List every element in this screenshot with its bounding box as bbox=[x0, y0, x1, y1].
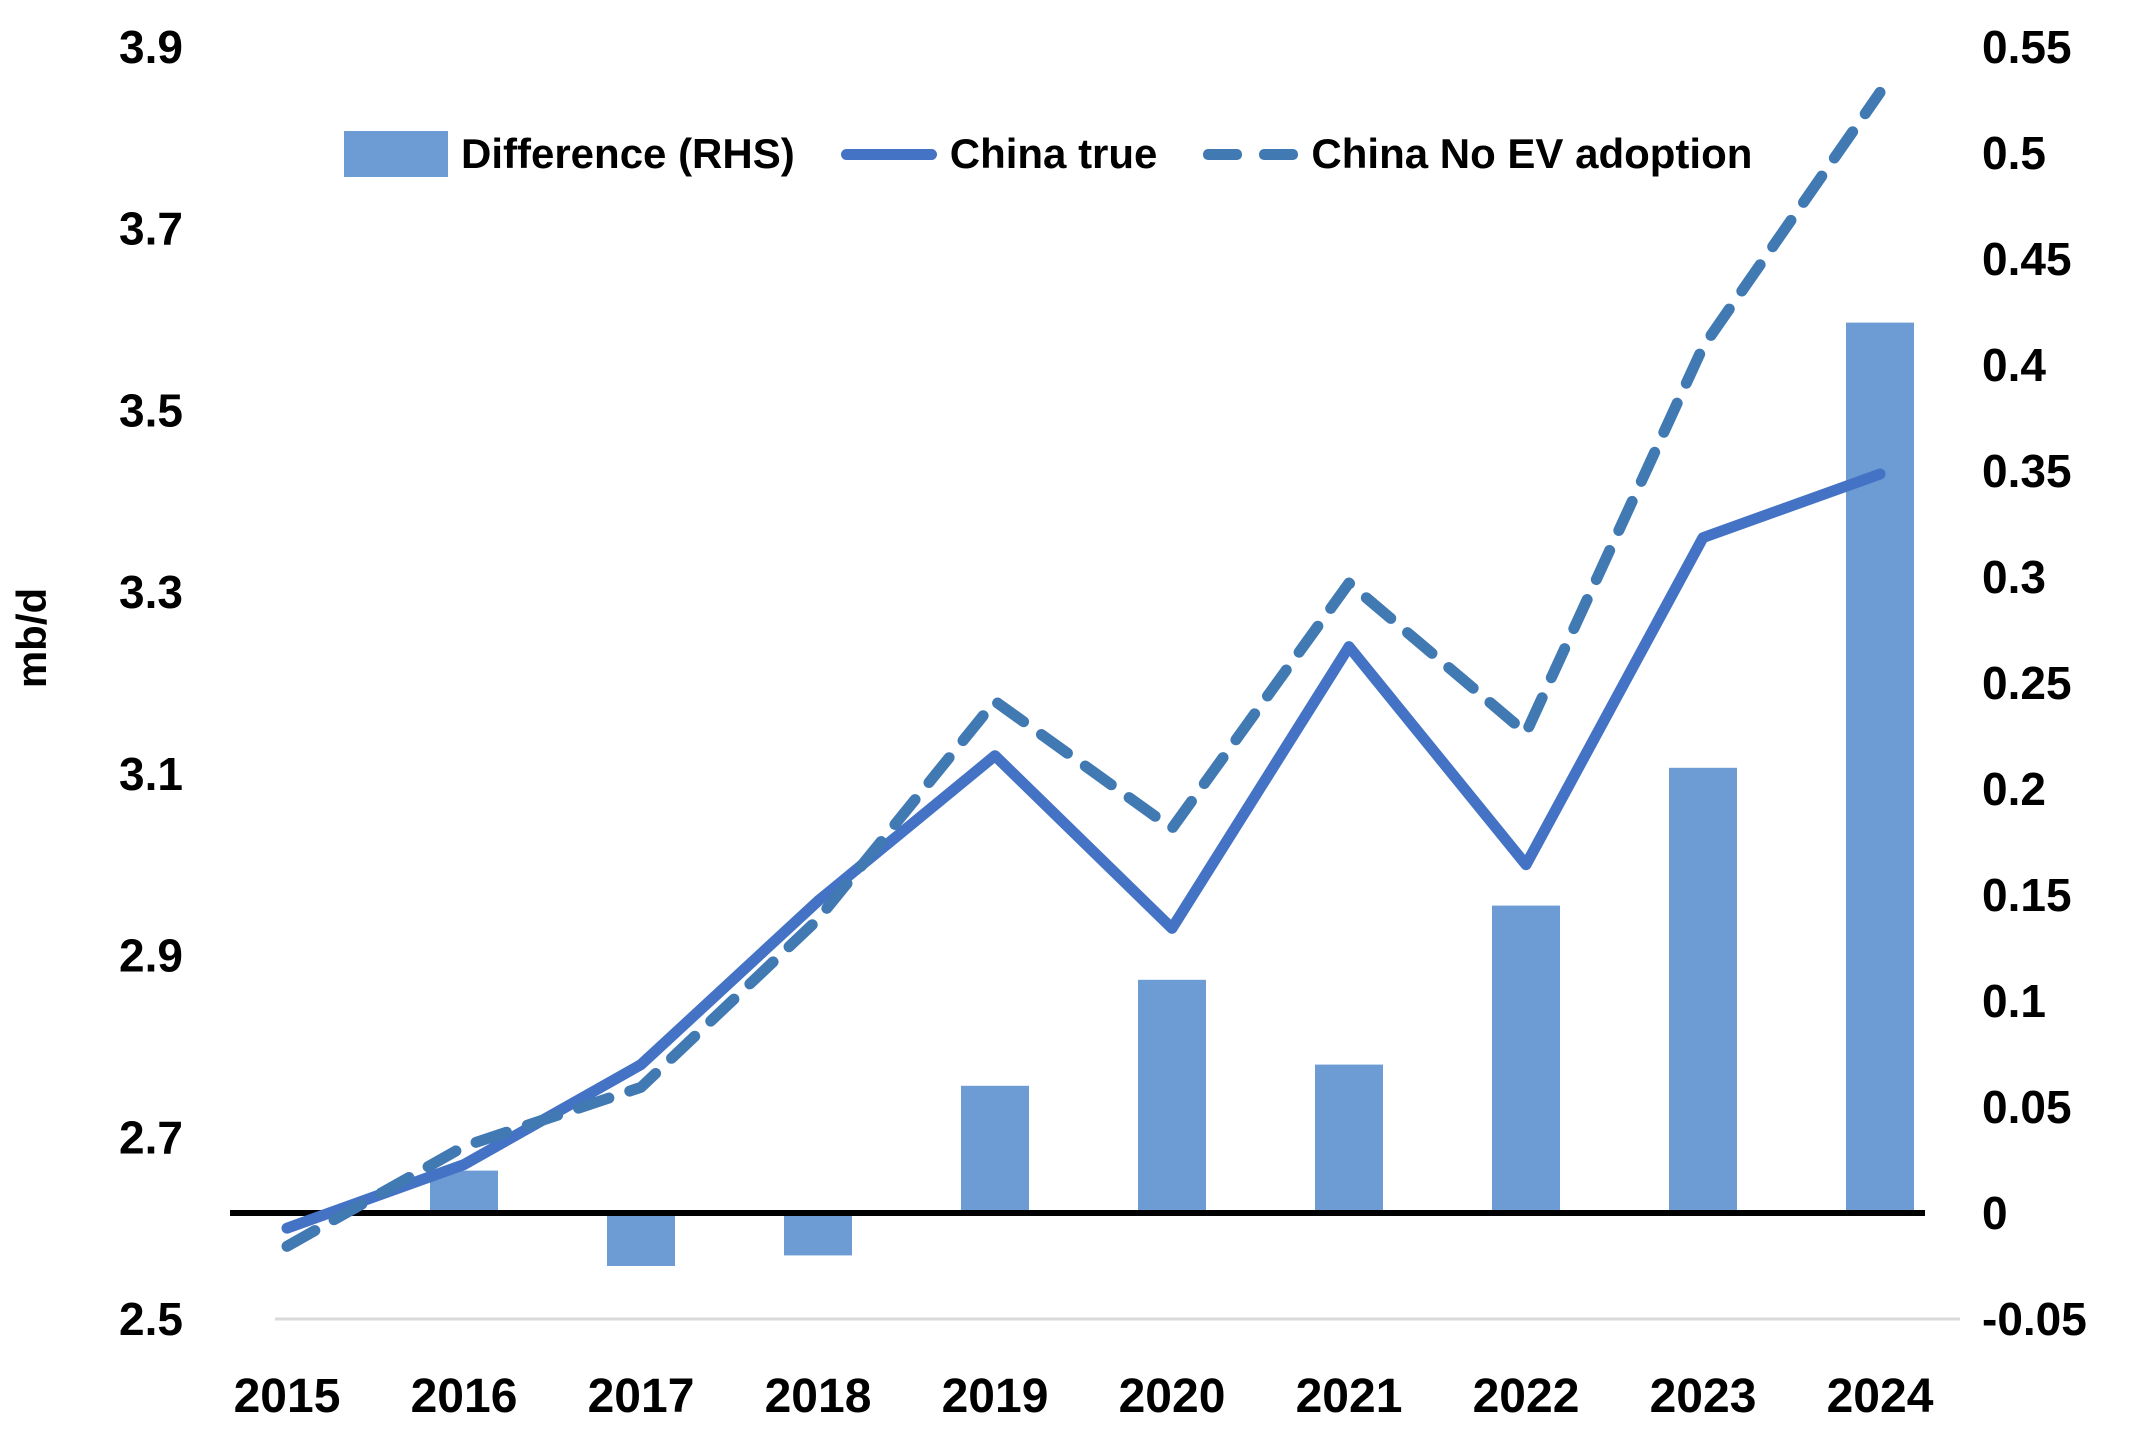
x-label-2019: 2019 bbox=[942, 1370, 1049, 1423]
x-label-2017: 2017 bbox=[588, 1370, 695, 1423]
right-tick-0.55: 0.55 bbox=[1982, 21, 2072, 73]
x-label-2023: 2023 bbox=[1650, 1370, 1757, 1423]
right-tick-0.5: 0.5 bbox=[1982, 127, 2046, 179]
legend-bar-swatch-icon bbox=[344, 131, 448, 177]
left-tick-3.9: 3.9 bbox=[119, 21, 183, 73]
x-label-2015: 2015 bbox=[234, 1370, 341, 1423]
x-label-2024: 2024 bbox=[1827, 1370, 1934, 1423]
left-tick-2.9: 2.9 bbox=[119, 930, 183, 982]
bar-2019 bbox=[961, 1085, 1029, 1213]
series-line-china-true bbox=[281, 468, 1886, 1234]
legend-label-china-true: China true bbox=[949, 130, 1158, 177]
right-tick-0.4: 0.4 bbox=[1982, 339, 2046, 391]
chart-legend: Difference (RHS) China true China No EV … bbox=[344, 126, 1752, 182]
bar-2020 bbox=[1138, 979, 1206, 1213]
legend-label-difference: Difference (RHS) bbox=[461, 130, 795, 177]
x-label-2022: 2022 bbox=[1473, 1370, 1580, 1423]
x-label-2021: 2021 bbox=[1296, 1370, 1403, 1423]
bar-2021 bbox=[1315, 1064, 1383, 1213]
right-tick-0.15: 0.15 bbox=[1982, 869, 2072, 921]
right-tick-0.3: 0.3 bbox=[1982, 551, 2046, 603]
legend-solid-line-swatch-icon bbox=[840, 148, 937, 160]
left-tick-3.3: 3.3 bbox=[119, 566, 183, 618]
bar-2018 bbox=[784, 1213, 852, 1256]
left-tick-3.1: 3.1 bbox=[119, 748, 183, 800]
right-tick-0.05: 0.05 bbox=[1982, 1081, 2072, 1133]
left-tick-2.5: 2.5 bbox=[119, 1293, 183, 1345]
legend-item-china-no-ev: China No EV adoption bbox=[1203, 130, 1752, 178]
bar-2022 bbox=[1492, 905, 1560, 1213]
right-tick-0.25: 0.25 bbox=[1982, 657, 2072, 709]
bar-2023 bbox=[1669, 767, 1737, 1213]
bar-2017 bbox=[607, 1213, 675, 1266]
legend-item-china-true: China true bbox=[840, 130, 1158, 178]
right-tick-0.1: 0.1 bbox=[1982, 975, 2046, 1027]
y-axis-title: mb/d bbox=[8, 587, 55, 689]
legend-item-difference: Difference (RHS) bbox=[344, 130, 795, 178]
right-tick-0.2: 0.2 bbox=[1982, 763, 2046, 815]
legend-label-china-no-ev: China No EV adoption bbox=[1311, 130, 1753, 177]
left-tick-2.7: 2.7 bbox=[119, 1111, 183, 1163]
legend-dashed-line-swatch-icon bbox=[1203, 148, 1299, 160]
left-tick-3.5: 3.5 bbox=[119, 384, 183, 436]
right-tick-0.45: 0.45 bbox=[1982, 233, 2072, 285]
bar-2024 bbox=[1846, 322, 1914, 1214]
x-label-2018: 2018 bbox=[765, 1370, 872, 1423]
right-tick--0.05: -0.05 bbox=[1982, 1293, 2087, 1345]
left-tick-3.7: 3.7 bbox=[119, 203, 183, 255]
x-label-2020: 2020 bbox=[1119, 1370, 1226, 1423]
right-tick-0.35: 0.35 bbox=[1982, 445, 2072, 497]
x-label-2016: 2016 bbox=[411, 1370, 518, 1423]
right-tick-0: 0 bbox=[1982, 1187, 2008, 1239]
series-line-china-no-ev-adoption bbox=[281, 86, 1886, 1252]
